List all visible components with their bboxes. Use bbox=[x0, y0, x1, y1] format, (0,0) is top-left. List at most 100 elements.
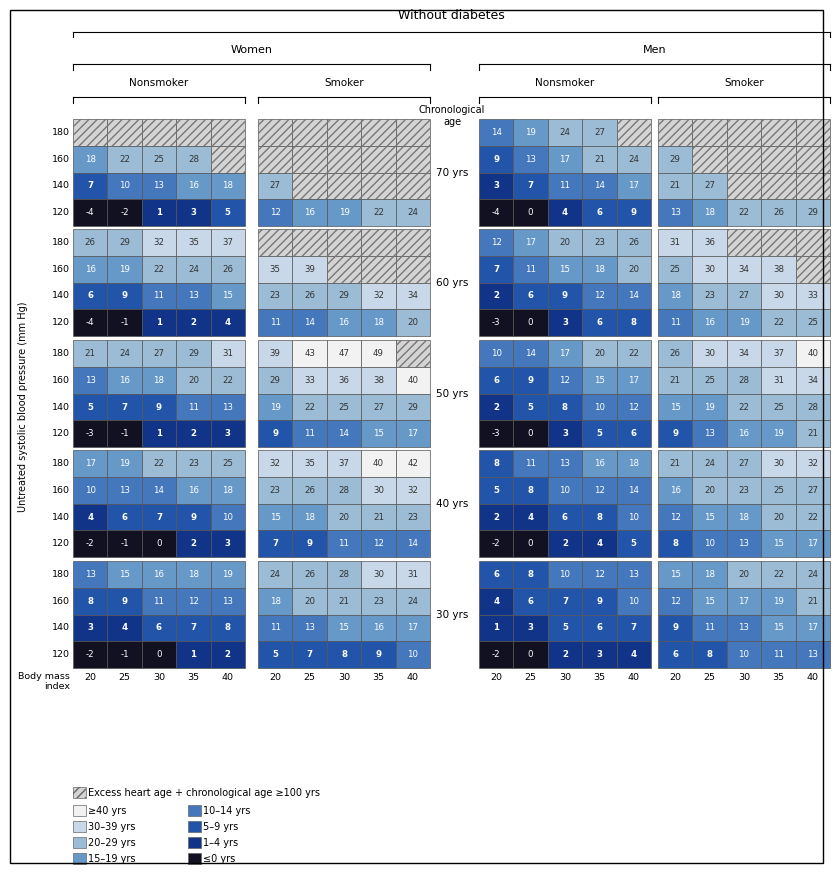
Text: 25: 25 bbox=[773, 485, 784, 495]
Text: 180: 180 bbox=[52, 570, 70, 579]
Text: 24: 24 bbox=[560, 128, 571, 137]
Bar bbox=[327, 256, 362, 283]
Text: 17: 17 bbox=[560, 349, 571, 358]
Text: 19: 19 bbox=[704, 402, 715, 411]
Bar bbox=[513, 309, 548, 336]
Text: 30–39 yrs: 30–39 yrs bbox=[88, 821, 136, 831]
Bar bbox=[692, 504, 727, 531]
Text: 5: 5 bbox=[596, 430, 602, 438]
Text: 26: 26 bbox=[304, 485, 315, 495]
Bar bbox=[513, 340, 548, 367]
Bar bbox=[479, 477, 513, 504]
Bar bbox=[727, 283, 761, 309]
Bar bbox=[142, 615, 177, 642]
Bar bbox=[258, 173, 292, 199]
Bar bbox=[73, 367, 107, 394]
Text: 23: 23 bbox=[407, 512, 418, 521]
Bar bbox=[362, 119, 396, 146]
Text: 15: 15 bbox=[338, 623, 350, 633]
Bar bbox=[796, 146, 830, 173]
Bar bbox=[658, 367, 692, 394]
Text: 25: 25 bbox=[704, 375, 715, 385]
Bar bbox=[142, 421, 177, 447]
Bar bbox=[211, 504, 245, 531]
Text: 1: 1 bbox=[191, 650, 197, 659]
Bar bbox=[692, 119, 727, 146]
Bar bbox=[362, 588, 396, 615]
Text: 17: 17 bbox=[525, 238, 536, 247]
Text: 13: 13 bbox=[85, 570, 96, 579]
Text: 25: 25 bbox=[525, 673, 536, 682]
Bar bbox=[658, 119, 692, 146]
Text: 32: 32 bbox=[270, 459, 281, 468]
Text: 8: 8 bbox=[706, 650, 712, 659]
Text: 8: 8 bbox=[562, 402, 568, 411]
Text: 180: 180 bbox=[52, 349, 70, 358]
Bar bbox=[727, 229, 761, 256]
Text: 16: 16 bbox=[373, 623, 384, 633]
Bar bbox=[479, 450, 513, 477]
Bar bbox=[548, 119, 582, 146]
Text: 2: 2 bbox=[562, 540, 568, 548]
Bar bbox=[761, 199, 796, 226]
Text: 160: 160 bbox=[52, 265, 70, 274]
Bar bbox=[258, 146, 292, 173]
Text: 22: 22 bbox=[773, 319, 784, 327]
Bar bbox=[292, 421, 327, 447]
Bar bbox=[582, 504, 616, 531]
Text: 6: 6 bbox=[596, 623, 602, 633]
Bar bbox=[327, 615, 362, 642]
Bar bbox=[177, 146, 211, 173]
Bar bbox=[616, 146, 651, 173]
Bar bbox=[258, 199, 292, 226]
Text: 18: 18 bbox=[304, 512, 315, 521]
Text: 16: 16 bbox=[739, 430, 750, 438]
Text: 13: 13 bbox=[188, 292, 199, 300]
Text: 24: 24 bbox=[807, 570, 818, 579]
Text: 10: 10 bbox=[560, 570, 571, 579]
Text: 22: 22 bbox=[628, 349, 639, 358]
Text: 3: 3 bbox=[562, 319, 568, 327]
Text: 32: 32 bbox=[407, 485, 418, 495]
Bar bbox=[73, 173, 107, 199]
Text: -1: -1 bbox=[120, 650, 129, 659]
Text: 5: 5 bbox=[631, 540, 636, 548]
Bar bbox=[73, 229, 107, 256]
Bar bbox=[327, 199, 362, 226]
Bar bbox=[616, 173, 651, 199]
Text: 160: 160 bbox=[52, 485, 70, 495]
Text: 29: 29 bbox=[188, 349, 199, 358]
Text: 16: 16 bbox=[704, 319, 715, 327]
Bar bbox=[616, 283, 651, 309]
Text: 9: 9 bbox=[527, 375, 534, 385]
Text: 120: 120 bbox=[52, 209, 70, 217]
Bar bbox=[327, 146, 362, 173]
Bar bbox=[582, 450, 616, 477]
Bar bbox=[582, 561, 616, 588]
Text: 29: 29 bbox=[338, 292, 349, 300]
Bar bbox=[582, 615, 616, 642]
Text: 23: 23 bbox=[704, 292, 715, 300]
Text: 20: 20 bbox=[304, 597, 315, 606]
Bar bbox=[582, 340, 616, 367]
Text: 14: 14 bbox=[628, 292, 639, 300]
Bar bbox=[548, 642, 582, 668]
Bar bbox=[177, 119, 211, 146]
Text: 29: 29 bbox=[407, 402, 418, 411]
Bar bbox=[548, 531, 582, 557]
Text: 10: 10 bbox=[628, 512, 639, 521]
Text: 11: 11 bbox=[773, 650, 784, 659]
Bar bbox=[73, 787, 86, 798]
Text: 22: 22 bbox=[119, 155, 130, 164]
Bar bbox=[292, 450, 327, 477]
Bar bbox=[727, 642, 761, 668]
Bar bbox=[396, 367, 430, 394]
Bar bbox=[692, 615, 727, 642]
Text: 39: 39 bbox=[304, 265, 315, 274]
Bar bbox=[396, 340, 430, 367]
Text: 7: 7 bbox=[190, 623, 197, 633]
Bar bbox=[327, 421, 362, 447]
Bar bbox=[796, 199, 830, 226]
Bar bbox=[292, 615, 327, 642]
Text: Smoker: Smoker bbox=[724, 78, 764, 88]
